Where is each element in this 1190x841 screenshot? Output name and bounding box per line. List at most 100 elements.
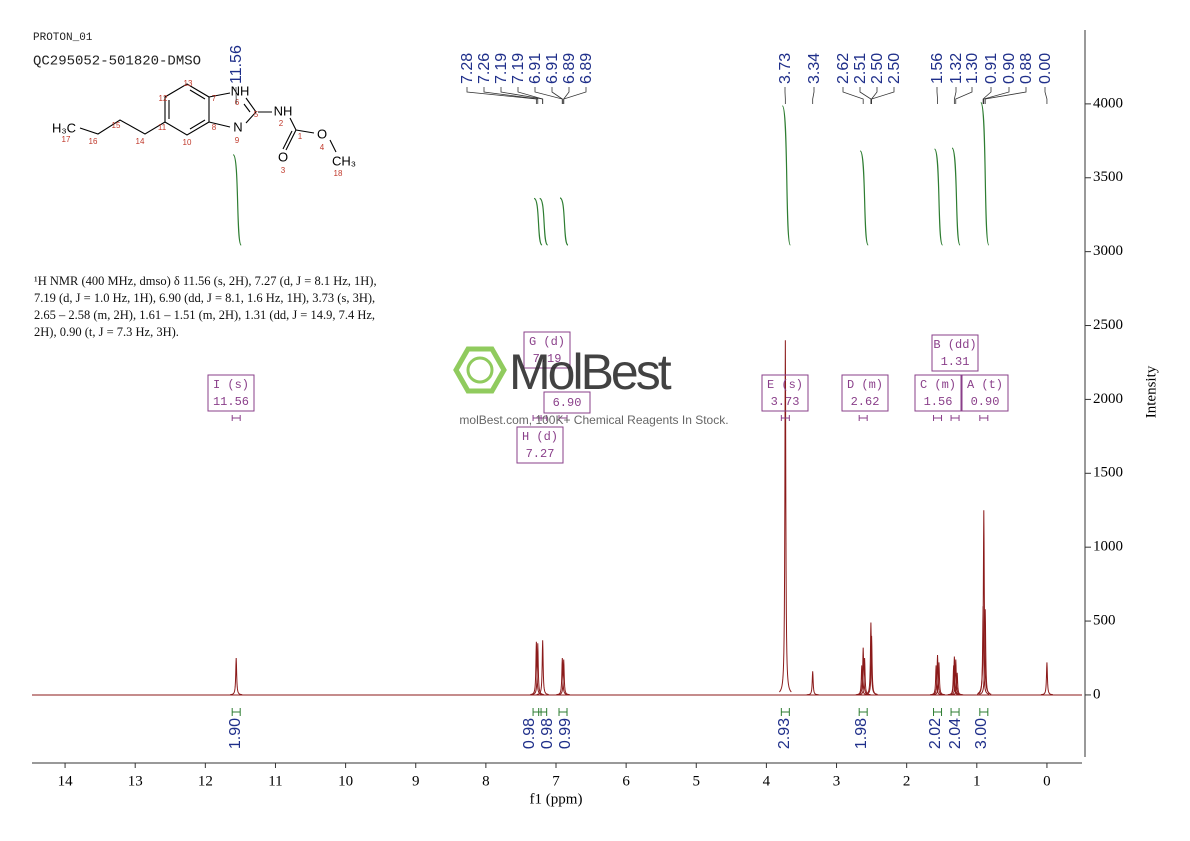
peak-label-leader	[812, 87, 815, 104]
atom-number: 9	[235, 136, 240, 145]
multiplet-box	[761, 374, 809, 412]
peak-label-leader	[1044, 87, 1048, 104]
peak-label-leader	[859, 87, 872, 104]
peak	[865, 635, 878, 695]
multiplet-shift: 1.31	[941, 355, 970, 369]
integral-curve	[933, 148, 944, 246]
x-tick-label: 12	[198, 773, 213, 789]
atom-number: 6	[235, 98, 240, 107]
peak-label: 3.34	[806, 53, 823, 84]
multiplet-marker	[558, 415, 568, 421]
x-tick-label: 3	[833, 773, 841, 789]
multiplet-marker	[532, 415, 542, 421]
peak	[230, 657, 243, 696]
multiplet-marker	[979, 415, 989, 421]
y-tick-label: 1000	[1093, 539, 1123, 555]
integral-curve	[539, 197, 549, 246]
integral-bracket	[950, 708, 960, 716]
sample-name: QC295052-501820-DMSO	[33, 54, 201, 70]
y-tick-label: 2500	[1093, 317, 1123, 333]
peak-label: 0.91	[983, 53, 1000, 84]
multiplet-shift: 7.27	[526, 447, 555, 461]
integral-label: 0.98	[539, 718, 556, 749]
watermark-brand: MolBest	[509, 344, 672, 400]
atom-number: 12	[159, 94, 168, 103]
peak-label-leader	[871, 87, 878, 104]
multiplet-name: I (s)	[213, 378, 249, 392]
peak-label: 7.26	[476, 53, 493, 84]
multiplet-marker	[950, 415, 960, 421]
peak-label: 2.50	[869, 53, 886, 84]
atom-number: 15	[112, 121, 121, 130]
x-tick-label: 5	[693, 773, 701, 789]
y-tick-label: 0	[1093, 686, 1101, 702]
peak-label: 7.28	[459, 53, 476, 84]
multiplet-box	[931, 334, 979, 372]
peak-label-leader	[483, 87, 539, 104]
integral-label: 1.90	[227, 718, 244, 749]
watermark-tagline: molBest.com, 100K+ Chemical Reagents In …	[459, 413, 728, 427]
multiplet-box	[523, 331, 571, 369]
multiplet-shift: 2.62	[851, 395, 880, 409]
multiplet-shift: 0.90	[971, 395, 1000, 409]
integral-curve	[533, 197, 543, 246]
peak-label: 1.56	[929, 53, 946, 84]
peak-label-leader	[983, 87, 1010, 104]
integral-bracket	[538, 708, 548, 716]
x-tick-label: 1	[973, 773, 981, 789]
peak-label: 6.89	[561, 53, 578, 84]
peak	[979, 609, 992, 695]
peak-label-leader	[563, 87, 587, 104]
atom-number: 2	[279, 119, 284, 128]
atom-label: O	[278, 149, 288, 164]
peak	[531, 643, 544, 696]
integral-curve	[232, 154, 242, 246]
peak-label: 6.91	[527, 53, 544, 84]
x-tick-label: 2	[903, 773, 911, 789]
multiplet-box	[207, 374, 255, 412]
multiplet-marker	[231, 415, 241, 421]
peak-label-leader	[842, 87, 864, 104]
peak-label-leader	[982, 87, 992, 104]
multiplet-name: D (m)	[847, 378, 883, 392]
peak	[858, 657, 871, 696]
multiplet-name: C (m)	[920, 378, 956, 392]
integral-label: 2.93	[776, 718, 793, 749]
multiplet-name: B (dd)	[933, 338, 976, 352]
x-tick-label: 6	[622, 773, 630, 789]
multiplet-box	[516, 426, 564, 464]
peak	[951, 672, 964, 696]
peak-label: 2.51	[852, 53, 869, 84]
y-axis-label: Intensity	[1143, 365, 1159, 418]
integral-label: 2.04	[947, 718, 964, 749]
peak-label: 2.50	[886, 53, 903, 84]
integral-curve	[951, 147, 961, 246]
integral-bracket	[979, 708, 989, 716]
multiplet-box	[543, 391, 591, 414]
peak-label: 1.30	[964, 53, 981, 84]
atom-number: 5	[254, 110, 259, 119]
multiplet-shift: 3.73	[771, 395, 800, 409]
peak-label-leader	[563, 87, 570, 104]
peak-label-leader	[517, 87, 544, 104]
peak-label-leader	[534, 87, 563, 104]
integral-bracket	[558, 708, 568, 716]
peak-label-leader	[936, 87, 938, 104]
multiplet-name: E (s)	[767, 378, 803, 392]
experiment-name: PROTON_01	[33, 32, 93, 44]
peak-label: 11.56	[228, 45, 245, 84]
peak-label: 1.32	[948, 53, 965, 84]
atom-number: 14	[136, 137, 145, 146]
y-tick-label: 4000	[1093, 95, 1123, 111]
x-axis-label: f1 (ppm)	[530, 791, 583, 807]
peak	[536, 640, 549, 695]
integral-curve	[980, 101, 990, 246]
peak-label: 6.89	[578, 53, 595, 84]
multiplet-box	[914, 374, 962, 412]
peak-label-leader	[984, 87, 1027, 104]
peak	[806, 671, 819, 696]
y-tick-label: 500	[1093, 612, 1116, 628]
y-tick-label: 3500	[1093, 169, 1123, 185]
peak-label: 0.00	[1037, 53, 1054, 84]
atom-number: 18	[334, 169, 343, 178]
